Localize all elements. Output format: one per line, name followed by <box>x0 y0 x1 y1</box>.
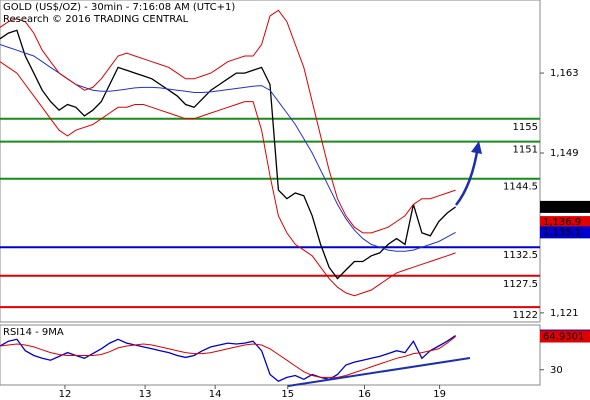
value-marker-label: 1,135.1 <box>543 227 581 238</box>
y-tick-label: 1,121 <box>550 308 579 319</box>
value-marker-label: 64.9301 <box>543 331 584 342</box>
x-tick-label: 16 <box>358 389 371 400</box>
level-label: 1144.5 <box>503 182 538 193</box>
level-label: 1132.5 <box>503 250 538 261</box>
y-tick-label: 1,163 <box>550 68 579 79</box>
value-marker-label: 1,136.9 <box>543 217 581 228</box>
series-line <box>0 44 456 252</box>
value-marker <box>540 330 590 343</box>
series-line <box>0 336 456 378</box>
plot-layers: 1,163 1,149 1,121 1155 1151 1144.5 1132.5 1127.… <box>0 9 590 400</box>
x-tick-label: 12 <box>59 389 72 400</box>
value-marker <box>540 216 590 229</box>
x-tick-label: 19 <box>433 389 446 400</box>
x-tick-label: 13 <box>139 389 152 400</box>
y-tick-label: 1,149 <box>550 148 579 159</box>
value-marker-label: 1,139.56 <box>543 202 588 213</box>
projection-arrowhead <box>471 141 482 154</box>
level-label: 1122 <box>513 310 538 321</box>
projection-arrow <box>455 145 480 206</box>
level-label: 1155 <box>513 122 538 133</box>
value-marker <box>540 226 590 239</box>
y-tick-label: 30 <box>550 365 563 376</box>
series-line <box>0 335 456 382</box>
rsi-trendline <box>287 357 471 387</box>
x-tick-label: 15 <box>281 389 294 400</box>
level-label: 1127.5 <box>503 279 538 290</box>
series-line <box>0 61 456 297</box>
rsi-panel <box>0 324 541 386</box>
rsi-title: RSI14 - 9MA <box>3 327 64 338</box>
chart-title: GOLD (US$/OZ) - 30min - 7:16:08 AM (UTC+… <box>3 2 235 13</box>
level-label: 1151 <box>513 145 538 156</box>
series-line <box>0 29 456 280</box>
series-line <box>0 9 456 234</box>
price-panel <box>0 0 541 323</box>
chart-subtitle: Research © 2016 TRADING CENTRAL <box>3 14 189 25</box>
value-marker <box>540 200 590 213</box>
x-tick-label: 14 <box>209 389 222 400</box>
